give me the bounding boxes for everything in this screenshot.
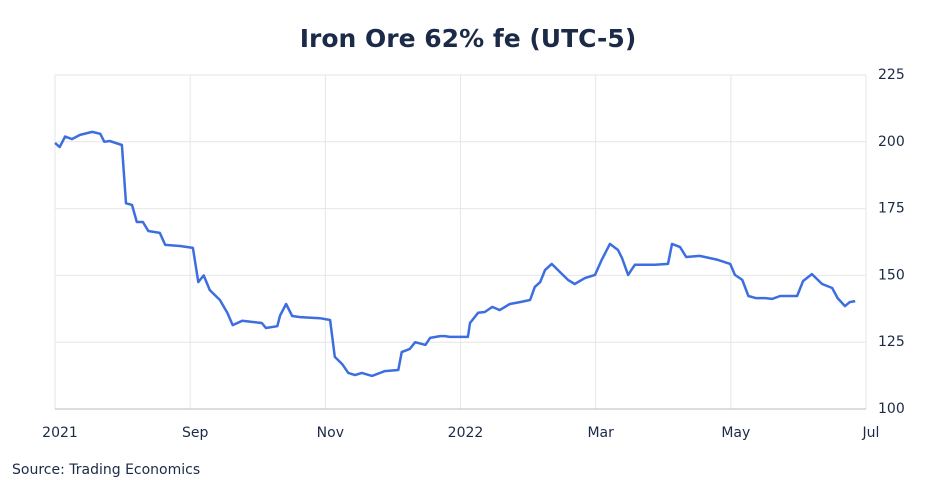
x-tick-label: 2021 [42,425,78,441]
x-tick-label: May [721,425,750,441]
x-tick-label: Sep [182,425,209,441]
y-tick-label: 225 [878,67,905,83]
y-tick-label: 150 [878,267,905,283]
line-series [54,130,856,378]
chart-title: Iron Ore 62% fe (UTC-5) [300,24,637,53]
y-tick-label: 100 [878,401,905,417]
x-tick-label: Jul [862,425,880,441]
y-tick-label: 175 [878,201,905,217]
x-tick-label: 2022 [448,425,484,441]
x-tick-label: Mar [587,425,614,441]
source: Source: Trading Economics [12,462,200,478]
x-tick-label: Nov [317,425,344,441]
y-tick-label: 125 [878,334,905,350]
y-tick-label: 200 [878,134,905,150]
